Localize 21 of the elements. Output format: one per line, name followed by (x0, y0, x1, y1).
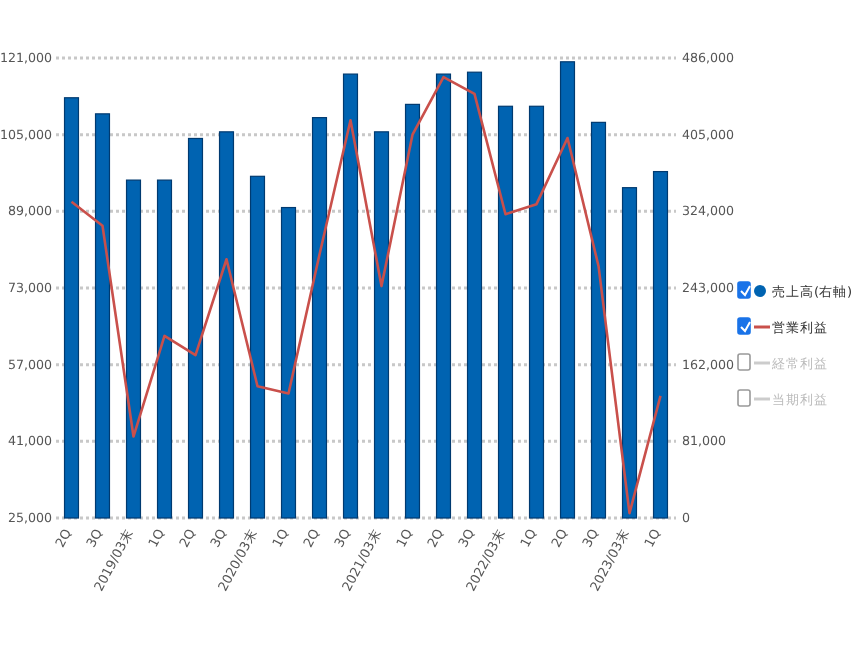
bar (528, 105, 545, 519)
bar (342, 73, 359, 519)
bar (590, 121, 607, 519)
bar (125, 179, 142, 519)
bar (63, 97, 80, 519)
bar (435, 73, 452, 519)
bar (94, 113, 111, 519)
bar (652, 170, 669, 519)
bar (280, 206, 297, 519)
bar (497, 105, 514, 519)
line-series (70, 75, 662, 515)
bar (621, 187, 638, 519)
bar (156, 179, 173, 519)
bar (311, 117, 328, 519)
bar (466, 71, 483, 519)
bar (559, 61, 576, 519)
bar (373, 131, 390, 519)
bar (404, 103, 421, 519)
bar (249, 175, 266, 519)
bar (218, 131, 235, 519)
bar (187, 137, 204, 519)
